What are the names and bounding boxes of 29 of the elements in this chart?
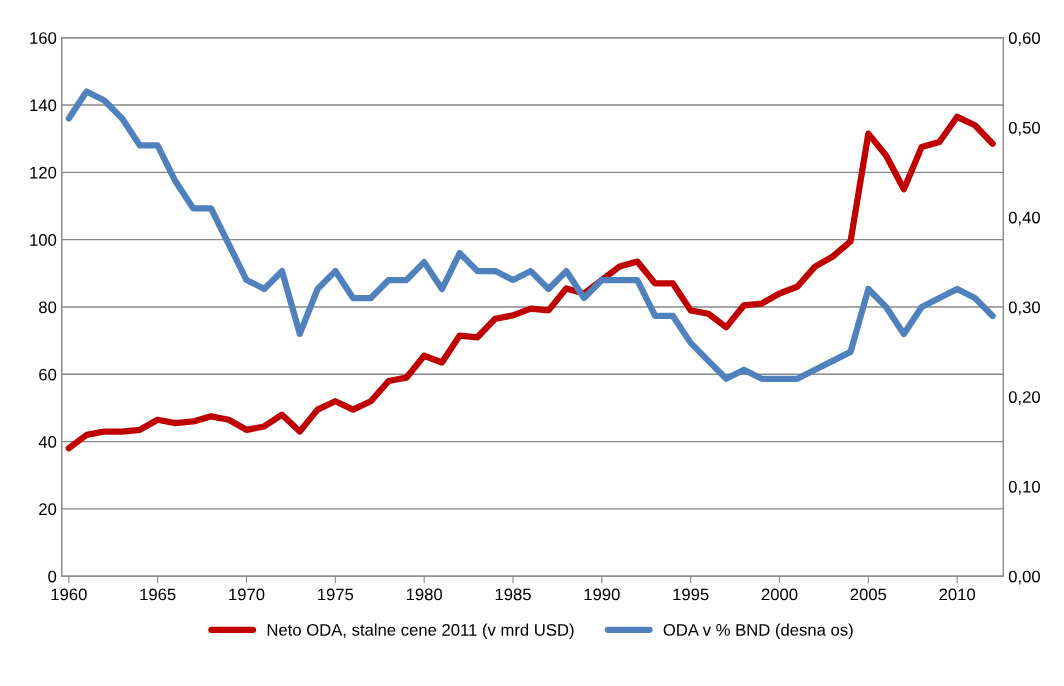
x-tick-label: 1990 [584,588,620,601]
y-tick-label: 20 [39,503,57,516]
y2-tick-label: 0,20 [1008,391,1040,405]
y-tick-label: 80 [39,301,57,314]
x-tick-label: 1995 [673,588,709,601]
y-tick-label: 40 [38,436,57,448]
x-tick-label: 2000 [761,588,798,601]
legend-label: Neto ODA, stalne cene 2011 (v mrd USD) [267,623,574,640]
x-tick-label: 1980 [406,588,443,601]
x-tick-label: 2005 [850,588,887,601]
y2-tick-label: 0,00 [1008,570,1040,585]
y-tick-label: 120 [30,166,57,179]
y2-tick-label: 0,40 [1008,211,1040,226]
y2-tick-label: 0,60 [1008,32,1040,46]
legend-label: ODA v % BND (desna os) [663,623,853,640]
x-tick-label: 1970 [229,588,265,601]
y-tick-label: 160 [30,32,57,44]
x-tick-label: 1960 [51,588,87,601]
y2-tick-label: 0,50 [1008,121,1040,136]
y2-tick-label: 0,30 [1008,301,1040,316]
x-tick-label: 1985 [495,588,531,601]
y-tick-label: 60 [39,368,57,381]
y-tick-label: 140 [30,99,57,112]
y2-tick-label: 0,10 [1008,480,1040,495]
y-tick-label: 100 [30,234,57,246]
x-tick-label: 1975 [318,588,354,601]
x-tick-label: 2010 [939,588,976,601]
x-tick-label: 1965 [140,588,176,601]
y-tick-label: 0 [48,570,57,583]
